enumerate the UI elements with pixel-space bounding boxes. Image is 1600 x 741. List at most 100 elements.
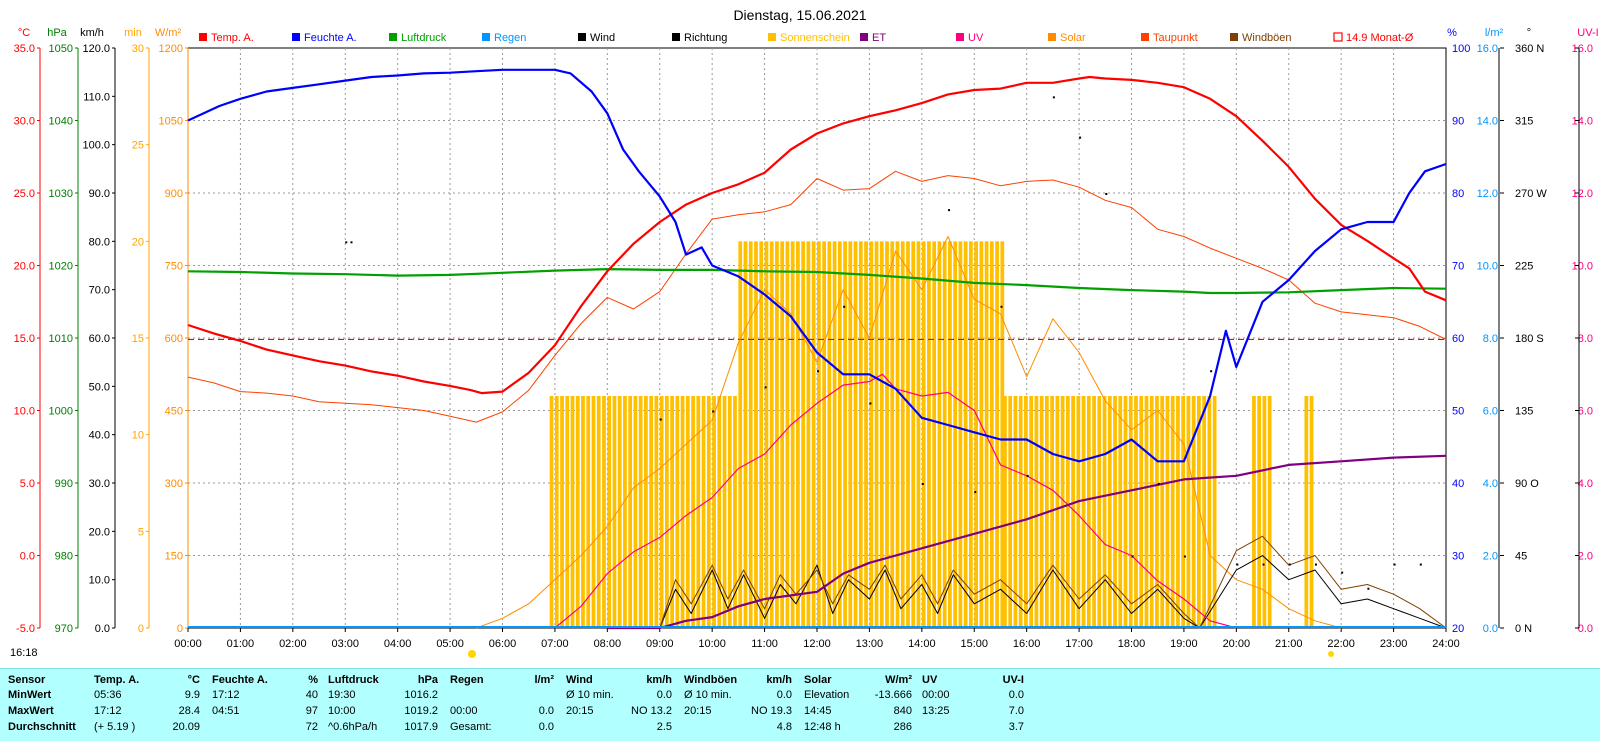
x-tick-label: 19:00 [1170, 638, 1198, 650]
timestamp-label: 16:18 [10, 647, 38, 659]
x-tick-label: 06:00 [489, 638, 517, 650]
legend: Temp. A. Feuchte A. Luftdruck Regen Wind Rich… [199, 32, 1414, 44]
series-line-feuchte-a [187, 68, 1447, 463]
axis-tick-label: 80 [1452, 188, 1464, 200]
sunshine-bar [900, 241, 905, 629]
sunshine-bar [837, 241, 842, 629]
sunshine-bar [1000, 241, 1005, 629]
stats-header-unit: km/h [766, 674, 792, 686]
x-tick-label: 01:00 [227, 638, 255, 650]
sunshine-bar [633, 396, 638, 628]
direction-point [1288, 563, 1291, 566]
sunshine-bar [570, 396, 575, 628]
x-tick-label: 08:00 [594, 638, 622, 650]
axis-tick-label: 4.0 [1578, 478, 1593, 490]
axis-tick-label: 70.0 [89, 285, 110, 297]
axis-tick-label: 0.0 [20, 551, 35, 563]
sunshine-bar [864, 241, 868, 629]
sunshine-bar [607, 396, 612, 628]
stats-cell: 1016.2 [404, 689, 438, 701]
sunshine-bar [664, 396, 669, 628]
axis-tick-label: 12.0 [1477, 188, 1498, 200]
sunshine-bar [1170, 396, 1175, 628]
sunshine-bar [775, 241, 779, 629]
sunshine-bar [644, 396, 648, 628]
sunshine-bar [1160, 396, 1165, 628]
sunshine-bar [1050, 396, 1054, 628]
sunshine-bar [1076, 396, 1081, 628]
sunshine-bar [1155, 396, 1159, 628]
sunshine-bar [1102, 396, 1107, 628]
stats-header: Windböen [684, 674, 737, 686]
axis-tick-label: 15 [132, 333, 144, 345]
axis-tick-label: 1040 [49, 116, 73, 128]
series-line-wind [659, 555, 1447, 629]
series-line-luftdruck [187, 268, 1447, 295]
direction-point [659, 418, 662, 421]
stats-cell: 1019.2 [404, 705, 438, 717]
x-tick-label: 00:00 [174, 638, 202, 650]
chart-canvas: Dienstag, 15.06.2021 Temp. A. Feuchte A. Lu… [10, 7, 1599, 659]
stats-cell: 3.7 [1009, 721, 1024, 733]
axis-tick-label: 5.0 [20, 478, 35, 490]
sunshine-bar [1018, 396, 1023, 628]
stats-header: Sensor [8, 674, 46, 686]
sunshine-bar [654, 396, 659, 628]
stats-cell: 0.0 [1009, 689, 1024, 701]
legend-swatch [292, 33, 300, 41]
stats-header: Temp. A. [94, 674, 139, 686]
axis-tick-label: 25 [132, 140, 144, 152]
legend-swatch [768, 33, 776, 41]
stats-cell: 1017.9 [404, 721, 438, 733]
axis-tick-label: 1000 [49, 406, 73, 418]
stats-row-label: Durchschnitt [8, 721, 76, 733]
sunshine-bar [722, 396, 727, 628]
sunshine-bar [811, 241, 816, 629]
stats-cell: 05:36 [94, 689, 122, 701]
weather-chart: Dienstag, 15.06.2021 Temp. A. Feuchte A. Lu… [10, 7, 1599, 659]
x-tick-label: 11:00 [751, 638, 778, 650]
chart-title: Dienstag, 15.06.2021 [733, 7, 866, 23]
axis-tick-label: 14.0 [1477, 116, 1498, 128]
axis-tick-label: -5.0 [16, 623, 35, 635]
axis-tick-label: 0 [177, 623, 183, 635]
legend-swatch [199, 33, 207, 41]
stats-panel: Sensor Temp. A. °C Feuchte A.% Luftdruck hPa R… [0, 668, 1600, 741]
stats-cell: 0.0 [777, 689, 792, 701]
stats-cell: 97 [306, 705, 318, 717]
stats-cell: Elevation [804, 689, 849, 701]
sunshine-bar [1071, 396, 1075, 628]
axis-tick-label: 120.0 [82, 43, 110, 55]
left-axes: °C 35.0 30.0 25.0 20.0 15.0 10.0 5.0 0.0 -5.0 hPa 1… [14, 27, 189, 635]
sunshine-bar [858, 241, 863, 629]
direction-point [1131, 555, 1134, 558]
x-tick-label: 10:00 [698, 638, 726, 650]
axis-tick-label: 970 [55, 623, 73, 635]
axis-tick-label: 0.0 [95, 623, 110, 635]
sunshine-bar [1039, 396, 1044, 628]
sunshine-bar [911, 241, 916, 629]
stats-header-unit: hPa [418, 674, 439, 686]
sunshine-bar [1118, 396, 1123, 628]
stats-cell: 7.0 [1009, 705, 1024, 717]
stats-header-unit: % [308, 674, 318, 686]
sunshine-bar [764, 241, 769, 629]
stats-cell: NO 13.2 [631, 705, 672, 717]
axis-tick-label: 30 [132, 43, 144, 55]
axis-unit: min [124, 27, 142, 39]
legend-label: UV [968, 32, 984, 44]
direction-point [1183, 555, 1186, 558]
sunshine-bar [937, 241, 942, 629]
axis-unit: W/m² [155, 27, 182, 39]
axis-tick-label: 360 N [1515, 43, 1544, 55]
sunshine-bar [612, 396, 617, 628]
stats-header-unit: UV-I [1003, 674, 1024, 686]
axis-unit: % [1447, 27, 1457, 39]
stats-cell: 2.5 [657, 721, 672, 733]
axis-tick-label: 30 [1452, 551, 1464, 563]
stats-cell: ^0.6hPa/h [328, 721, 377, 733]
sunshine-bar [733, 396, 737, 628]
axis-tick-label: 5 [138, 526, 144, 538]
axis-tick-label: 100.0 [82, 140, 110, 152]
sunshine-bar [1065, 396, 1070, 628]
